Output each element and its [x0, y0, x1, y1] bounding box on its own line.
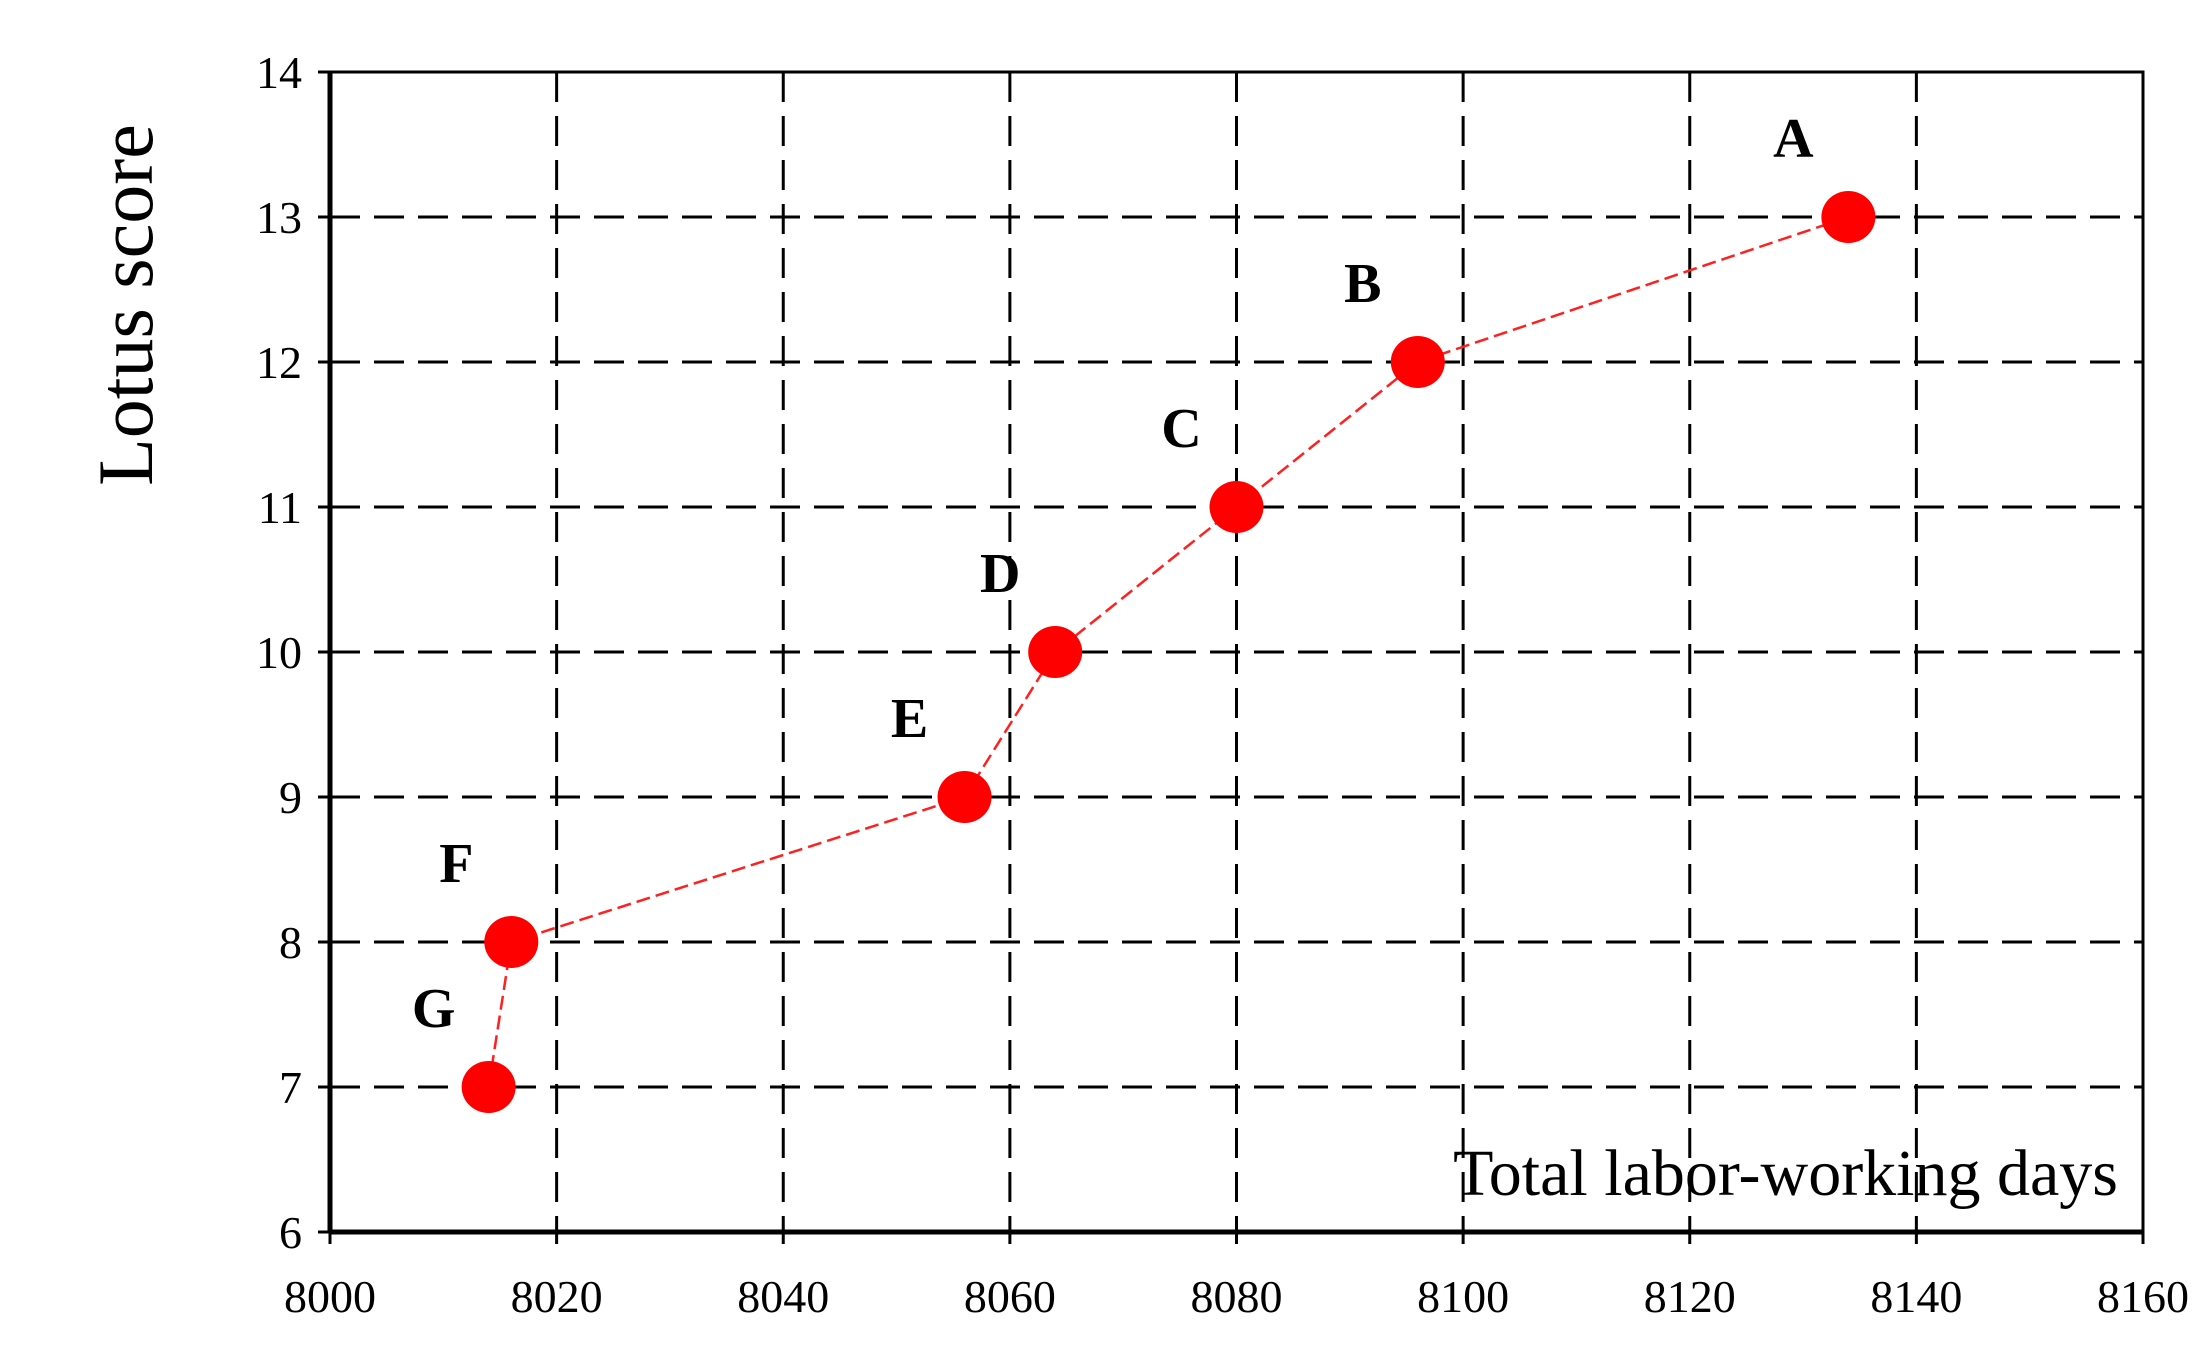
- data-label-a: A: [1773, 108, 1814, 170]
- y-tick-label: 14: [256, 47, 302, 98]
- y-tick-label: 8: [279, 917, 302, 968]
- x-tick-label: 8080: [1191, 1271, 1283, 1322]
- y-tick-label: 12: [256, 337, 302, 388]
- x-tick-label: 8020: [511, 1271, 603, 1322]
- y-tick-label: 9: [279, 772, 302, 823]
- data-point-g: [461, 1061, 516, 1113]
- data-point-b: [1390, 336, 1445, 388]
- y-axis-label: Lotus score: [82, 124, 169, 486]
- x-tick-label: 8060: [964, 1271, 1056, 1322]
- data-labels: A B C D E F G: [412, 108, 1814, 1040]
- y-tick-label: 7: [279, 1062, 302, 1113]
- data-points: [461, 191, 1876, 1113]
- y-tick-label: 13: [256, 192, 302, 243]
- y-tick-label: 6: [279, 1207, 302, 1258]
- x-tick-label: 8160: [2097, 1271, 2189, 1322]
- x-tick-label: 8140: [1870, 1271, 1962, 1322]
- data-label-c: C: [1161, 398, 1201, 460]
- x-tick-label: 8040: [737, 1271, 829, 1322]
- x-tick-label: 8120: [1644, 1271, 1736, 1322]
- data-point-a: [1821, 191, 1876, 243]
- x-axis-ticks: 8000 8020 8040 8060 8080 8100 8120 8140 8160: [284, 1232, 2189, 1322]
- data-label-g: G: [412, 978, 456, 1040]
- y-axis-ticks: 6 7 8 9 10 11 12 13 14: [256, 47, 330, 1258]
- data-point-f: [484, 916, 539, 968]
- y-tick-label: 10: [256, 627, 302, 678]
- data-label-d: D: [980, 543, 1020, 605]
- data-point-e: [937, 771, 992, 823]
- x-tick-label: 8000: [284, 1271, 376, 1322]
- data-label-f: F: [439, 833, 473, 895]
- y-tick-label: 11: [258, 482, 302, 533]
- data-label-e: E: [891, 688, 928, 750]
- data-point-d: [1028, 626, 1083, 678]
- grid-lines: [330, 72, 2143, 1232]
- x-axis-label: Total labor-working days: [1453, 1137, 2118, 1210]
- x-tick-label: 8100: [1417, 1271, 1509, 1322]
- data-point-c: [1209, 481, 1264, 533]
- data-label-b: B: [1344, 253, 1381, 315]
